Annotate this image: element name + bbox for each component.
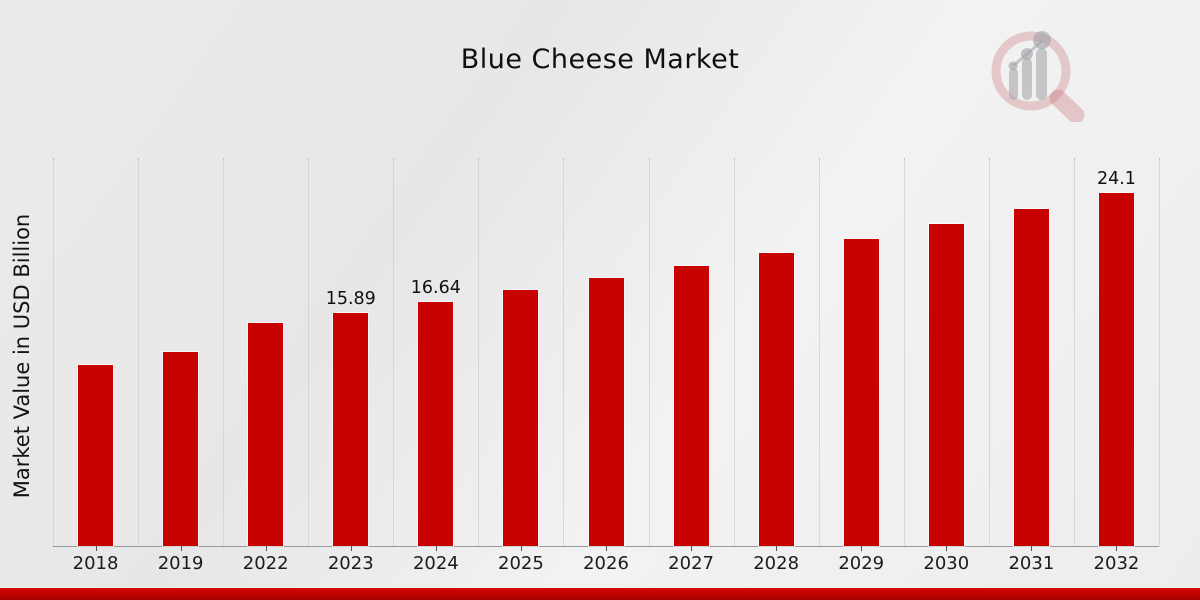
bar-2019 bbox=[163, 351, 199, 546]
bar-2030 bbox=[928, 223, 964, 546]
x-axis-tick bbox=[435, 546, 437, 551]
x-label-2019: 2019 bbox=[157, 553, 204, 574]
x-axis-tick bbox=[95, 546, 97, 551]
x-label-2018: 2018 bbox=[72, 553, 119, 574]
bar-2028 bbox=[758, 252, 794, 546]
x-axis-tick bbox=[861, 546, 863, 551]
bar-2023 bbox=[333, 313, 369, 546]
x-axis-tick bbox=[606, 546, 607, 551]
x-axis-tick bbox=[946, 546, 948, 551]
x-label-2028: 2028 bbox=[753, 553, 800, 574]
x-label-2030: 2030 bbox=[923, 553, 970, 574]
x-label-2024: 2024 bbox=[412, 553, 459, 574]
bar-2032 bbox=[1098, 192, 1134, 546]
vertical-gridline bbox=[478, 158, 480, 546]
x-label-2027: 2027 bbox=[668, 553, 714, 574]
x-axis-tick bbox=[350, 546, 352, 551]
x-axis-tick bbox=[265, 546, 267, 551]
vertical-gridline bbox=[903, 158, 905, 546]
data-label-2023: 15.89 bbox=[325, 289, 376, 309]
vertical-gridline bbox=[223, 158, 225, 546]
x-label-2023: 2023 bbox=[327, 553, 374, 574]
bar-2022 bbox=[248, 322, 284, 546]
bar-2031 bbox=[1013, 208, 1049, 546]
bar-2029 bbox=[843, 238, 879, 546]
x-axis-tick bbox=[520, 546, 522, 551]
data-label-2032: 24.1 bbox=[1096, 168, 1136, 189]
bar-2026 bbox=[588, 278, 624, 546]
x-axis-tick bbox=[776, 546, 778, 551]
x-label-2029: 2029 bbox=[838, 553, 885, 574]
bar-2018 bbox=[78, 364, 114, 546]
magnifier-bar-chart-logo-icon bbox=[991, 31, 1085, 122]
x-label-2031: 2031 bbox=[1008, 553, 1055, 574]
vertical-gridline bbox=[393, 158, 395, 546]
x-label-2022: 2022 bbox=[242, 553, 289, 574]
data-label-2024: 16.64 bbox=[410, 278, 461, 298]
bar-2024 bbox=[418, 302, 454, 546]
x-label-2025: 2025 bbox=[498, 553, 544, 574]
vertical-gridline bbox=[818, 158, 820, 546]
vertical-gridline bbox=[733, 158, 735, 546]
vertical-gridline bbox=[1159, 158, 1160, 546]
x-label-2026: 2026 bbox=[583, 553, 629, 574]
vertical-gridline bbox=[308, 158, 310, 546]
y-axis-label: Market Value in USD Billion bbox=[10, 213, 34, 499]
x-axis-tick bbox=[1031, 546, 1033, 551]
footer-red-band bbox=[0, 588, 1200, 600]
x-axis-tick bbox=[691, 546, 693, 551]
vertical-gridline bbox=[138, 158, 140, 546]
vertical-gridline bbox=[1073, 158, 1075, 546]
x-axis-tick bbox=[180, 546, 182, 551]
vertical-gridline bbox=[53, 158, 54, 546]
vertical-gridline bbox=[563, 158, 565, 546]
bar-2025 bbox=[503, 290, 539, 546]
vertical-gridline bbox=[988, 158, 990, 546]
bar-2027 bbox=[673, 265, 709, 546]
plot-area: 2018 2019 2022 15.89 2023 16.64 2024 2025 2026 20… bbox=[53, 156, 1160, 574]
vertical-gridline bbox=[648, 158, 650, 546]
x-axis-tick bbox=[1116, 546, 1118, 551]
x-label-2032: 2032 bbox=[1093, 553, 1140, 574]
chart-title: Blue Cheese Market bbox=[460, 44, 740, 75]
